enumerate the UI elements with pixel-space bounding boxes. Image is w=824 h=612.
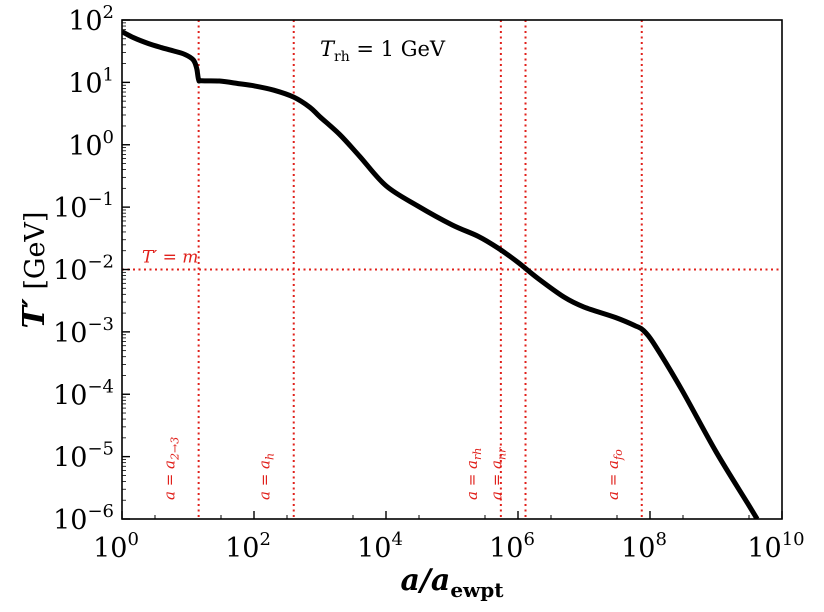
svg-text:T′ [GeV]: T′ [GeV]: [17, 212, 52, 329]
x-tick-label: 104: [357, 529, 403, 564]
x-tick-label: 100: [93, 529, 139, 564]
y-axis-label-main: T′: [17, 298, 52, 328]
y-tick-label: 10−1: [53, 189, 114, 224]
vline-label-a-fo: a = afo: [604, 449, 625, 500]
hline-label-T-equals-m: T′ = m: [142, 248, 198, 268]
y-axis-label-unit: [GeV]: [20, 212, 51, 299]
y-tick-label: 10−3: [53, 314, 114, 349]
y-tick-label: 101: [68, 64, 114, 99]
vline-label-a-nr: a = anr: [488, 447, 509, 500]
x-tick-label: 1010: [747, 529, 804, 564]
x-tick-label: 108: [621, 529, 667, 564]
y-tick-label: 10−6: [53, 501, 114, 536]
y-tick-label: 10−5: [53, 439, 114, 474]
y-tick-label: 10−4: [53, 376, 114, 411]
y-tick-label: 10−2: [53, 252, 114, 287]
x-tick-label: 106: [489, 529, 535, 564]
title-rest: = 1 GeV: [350, 37, 446, 61]
x-axis-label-sub: ewpt: [450, 578, 504, 602]
svg-text:a/aewpt: a/aewpt: [400, 563, 504, 602]
chart-title: Trh = 1 GeV: [320, 37, 446, 65]
svg-text:Trh = 1 GeV: Trh = 1 GeV: [320, 37, 446, 65]
vline-label-a-2to3: a = a2→3: [161, 437, 182, 500]
title-sub: rh: [334, 49, 350, 65]
y-tick-label: 100: [68, 127, 114, 162]
x-axis-label-main: a/a: [400, 563, 450, 598]
vline-label-a-rh: a = arh: [463, 448, 484, 500]
series-line-0: [122, 29, 760, 519]
x-axis-ticks: 100 102 104 106 108 1010: [93, 511, 805, 564]
y-axis-label: T′ [GeV]: [17, 212, 52, 329]
y-tick-label: 102: [68, 2, 114, 37]
vline-label-a-h: a = ah: [256, 453, 277, 500]
x-axis-label: a/aewpt: [400, 563, 504, 602]
y-axis-ticks: 102 101 100 10−1 10−2 10−3 10−4 10−5 10−6: [53, 2, 130, 536]
title-main: T: [320, 37, 336, 61]
x-tick-label: 102: [225, 529, 271, 564]
data-series: [122, 29, 760, 519]
